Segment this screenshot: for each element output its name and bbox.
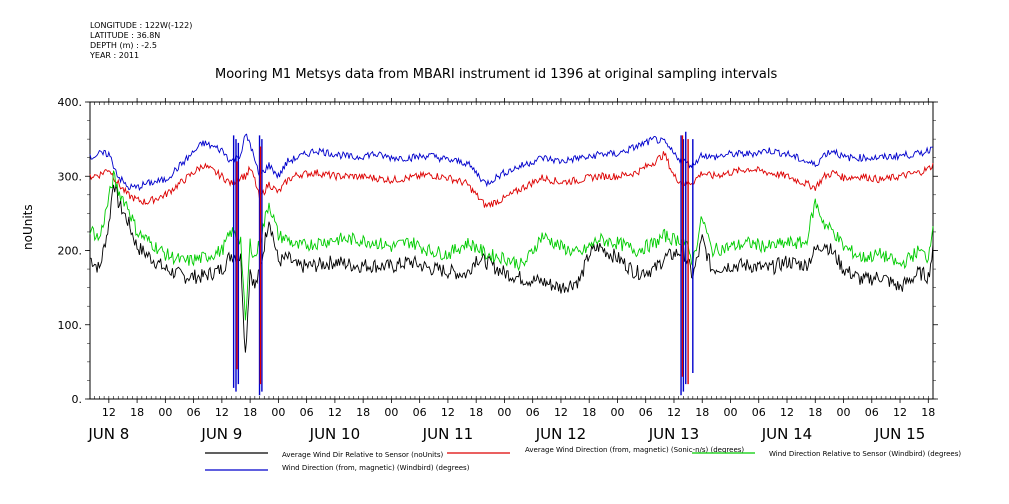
x-hour-tick-label: 12: [667, 406, 681, 419]
legend-label-2: Wind Direction Relative to Sensor (Windb…: [769, 450, 961, 458]
x-hour-tick-label: 00: [837, 406, 851, 419]
legend-label-1: Average Wind Direction (from, magnetic) …: [525, 446, 744, 454]
x-day-label: JUN 10: [309, 425, 360, 443]
x-hour-tick-label: 12: [215, 406, 229, 419]
x-day-label: JUN 15: [874, 425, 925, 443]
x-hour-tick-label: 18: [130, 406, 144, 419]
x-hour-tick-label: 06: [639, 406, 653, 419]
x-hour-tick-label: 18: [695, 406, 709, 419]
series-line-0: [89, 184, 934, 353]
x-day-label: JUN 9: [200, 425, 242, 443]
y-tick-label: 100.: [58, 319, 83, 332]
x-hour-tick-label: 06: [526, 406, 540, 419]
x-hour-tick-label: 18: [921, 406, 935, 419]
x-day-label: JUN 8: [87, 425, 129, 443]
year-label: YEAR : 2011: [90, 51, 140, 60]
x-hour-tick-label: 06: [413, 406, 427, 419]
x-hour-tick-label: 12: [328, 406, 342, 419]
x-day-label: JUN 12: [535, 425, 586, 443]
x-hour-tick-label: 12: [554, 406, 568, 419]
x-hour-tick-label: 00: [158, 406, 172, 419]
x-hour-tick-label: 18: [356, 406, 370, 419]
y-tick-label: 300.: [58, 170, 83, 183]
y-tick-label: 400.: [58, 96, 83, 109]
x-hour-tick-label: 18: [469, 406, 483, 419]
series-line-2: [89, 170, 934, 321]
series-line-3: [89, 133, 934, 192]
x-hour-tick-label: 12: [102, 406, 116, 419]
x-hour-tick-label: 00: [723, 406, 737, 419]
x-hour-tick-label: 06: [187, 406, 201, 419]
x-hour-tick-label: 00: [610, 406, 624, 419]
y-tick-label: 0.: [72, 393, 83, 406]
x-hour-tick-label: 06: [752, 406, 766, 419]
x-hour-tick-label: 18: [808, 406, 822, 419]
x-hour-tick-label: 18: [582, 406, 596, 419]
series-line-1: [89, 151, 934, 209]
latitude-label: LATITUDE : 36.8N: [90, 31, 161, 40]
x-hour-tick-label: 06: [865, 406, 879, 419]
x-hour-tick-label: 06: [300, 406, 314, 419]
x-hour-tick-label: 00: [271, 406, 285, 419]
x-hour-tick-label: 12: [893, 406, 907, 419]
x-hour-tick-label: 00: [497, 406, 511, 419]
chart-title: Mooring M1 Metsys data from MBARI instru…: [215, 67, 778, 82]
legend-label-3: Wind Direction (from, magnetic) (Windbir…: [282, 464, 470, 472]
metadata-block: LONGITUDE : 122W(-122) LATITUDE : 36.8N …: [90, 21, 192, 61]
x-day-label: JUN 11: [422, 425, 473, 443]
legend-label-0: Average Wind Dir Relative to Sensor (noU…: [282, 451, 443, 459]
y-tick-label: 200.: [58, 245, 83, 258]
x-day-label: JUN 14: [761, 425, 812, 443]
x-hour-tick-label: 00: [384, 406, 398, 419]
longitude-label: LONGITUDE : 122W(-122): [90, 21, 193, 30]
x-hour-tick-label: 12: [780, 406, 794, 419]
depth-label: DEPTH (m) : -2.5: [90, 41, 157, 50]
x-hour-tick-label: 18: [243, 406, 257, 419]
x-day-label: JUN 13: [648, 425, 699, 443]
x-hour-tick-label: 12: [441, 406, 455, 419]
